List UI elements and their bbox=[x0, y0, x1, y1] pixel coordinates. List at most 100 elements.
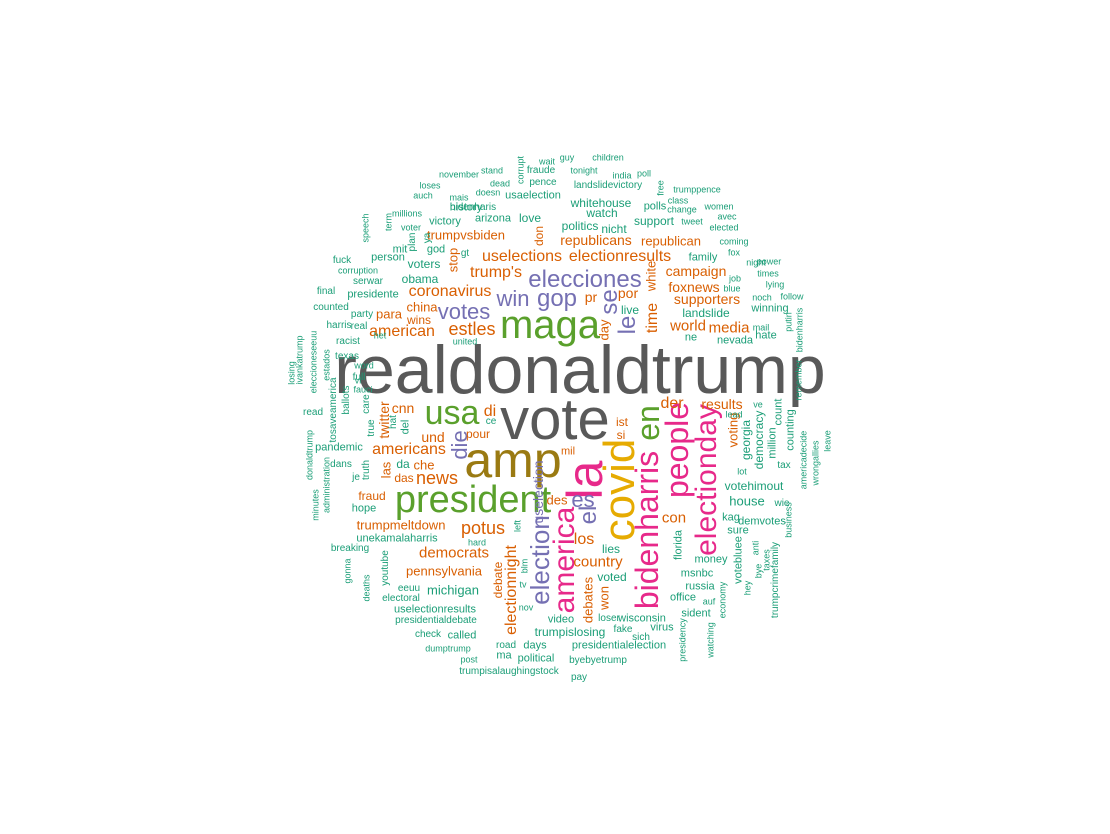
word: speech bbox=[360, 213, 371, 243]
word: wrongallies bbox=[810, 440, 821, 486]
word: vote bbox=[500, 387, 610, 452]
word: usa bbox=[424, 394, 480, 432]
word: stop bbox=[445, 247, 461, 273]
word: blm bbox=[519, 558, 530, 574]
word: eleccioneseeuu bbox=[308, 330, 319, 394]
word: china bbox=[406, 299, 438, 315]
word: des bbox=[546, 492, 568, 508]
word: por bbox=[617, 285, 639, 301]
word: coronavirus bbox=[408, 283, 492, 300]
word: en bbox=[630, 405, 666, 441]
word: supporters bbox=[673, 291, 741, 307]
word: fraud bbox=[358, 489, 386, 503]
word: tax bbox=[777, 460, 791, 471]
word: american bbox=[369, 323, 435, 340]
word: tosaveamerica bbox=[328, 377, 339, 443]
word: noch bbox=[752, 292, 772, 303]
word: pay bbox=[570, 672, 588, 683]
word: kag bbox=[722, 511, 740, 524]
word: pennsylvania bbox=[406, 563, 482, 579]
word: donaldtrump bbox=[304, 429, 315, 481]
word: democracy bbox=[752, 410, 766, 470]
word: votehimout bbox=[724, 479, 784, 493]
word: texas bbox=[335, 351, 359, 362]
word: votes bbox=[437, 299, 491, 324]
word: presidentialelection bbox=[571, 639, 667, 652]
word: obama bbox=[401, 272, 439, 286]
word: presidente bbox=[347, 288, 399, 301]
word: electoral bbox=[382, 593, 420, 604]
word: foxnews bbox=[668, 279, 720, 295]
word: millions bbox=[391, 208, 423, 219]
word: hey bbox=[742, 580, 753, 596]
word: presidency bbox=[677, 618, 688, 662]
word: pandemic bbox=[315, 441, 363, 454]
word: won bbox=[596, 586, 612, 610]
word: michigan bbox=[426, 582, 480, 598]
word: je bbox=[352, 472, 360, 483]
word: loser bbox=[598, 613, 620, 624]
word: doesn bbox=[475, 187, 501, 198]
word: dead bbox=[489, 178, 511, 189]
word: minutes bbox=[310, 489, 321, 521]
word: office bbox=[669, 591, 697, 604]
word: vi bbox=[354, 375, 362, 386]
word: potus bbox=[460, 518, 506, 538]
word: night bbox=[746, 257, 766, 268]
word: wisconsin bbox=[618, 612, 666, 625]
word: million bbox=[766, 427, 779, 459]
word: di bbox=[483, 403, 497, 420]
word: news bbox=[415, 468, 459, 488]
word: das bbox=[394, 471, 414, 485]
word: ma bbox=[496, 649, 512, 662]
word: dans bbox=[330, 459, 352, 470]
word: world bbox=[670, 317, 706, 335]
word: trumpcrimefamily bbox=[770, 541, 781, 619]
word: leave bbox=[822, 430, 833, 452]
word: support bbox=[633, 214, 675, 228]
word: los bbox=[573, 531, 595, 548]
word: fake bbox=[613, 624, 633, 635]
word: georgia bbox=[739, 419, 753, 461]
word: real bbox=[350, 321, 368, 332]
word: arizona bbox=[474, 212, 512, 225]
word: cnn bbox=[391, 400, 415, 416]
word: estles bbox=[448, 319, 496, 339]
word: day bbox=[596, 319, 612, 341]
word: lead bbox=[725, 409, 743, 420]
word: counted bbox=[313, 302, 349, 313]
word: americans bbox=[372, 441, 446, 458]
word: con bbox=[661, 509, 687, 527]
word: love bbox=[518, 211, 542, 225]
word: para bbox=[375, 306, 403, 322]
word: si bbox=[616, 428, 626, 442]
word: avec bbox=[717, 211, 737, 222]
word: left bbox=[512, 519, 523, 533]
word: mais bbox=[449, 192, 469, 203]
word: debate bbox=[491, 561, 505, 599]
word: trumpisalaughingstock bbox=[459, 666, 559, 677]
word: winning bbox=[751, 302, 789, 315]
word: fauci bbox=[353, 384, 373, 395]
word: person bbox=[371, 251, 405, 264]
word: check bbox=[414, 629, 442, 640]
word: count bbox=[772, 398, 785, 426]
word: media bbox=[708, 319, 750, 337]
word: india bbox=[612, 170, 632, 181]
word: votebluee bbox=[732, 536, 745, 584]
word: republicans bbox=[560, 232, 632, 248]
word: der bbox=[660, 395, 684, 412]
word: sure bbox=[727, 524, 749, 537]
word: ya bbox=[422, 232, 433, 244]
word: polls bbox=[643, 200, 667, 213]
word: ist bbox=[616, 415, 628, 429]
word: lies bbox=[601, 542, 621, 556]
word: tonight bbox=[570, 165, 598, 176]
word: trumpislosing bbox=[534, 625, 606, 639]
word: power bbox=[756, 256, 782, 267]
word: realdonaldtrump bbox=[334, 332, 826, 408]
word: trumppence bbox=[673, 184, 721, 195]
word: called bbox=[447, 629, 477, 642]
word: sident bbox=[681, 607, 711, 620]
word: coming bbox=[719, 236, 749, 247]
